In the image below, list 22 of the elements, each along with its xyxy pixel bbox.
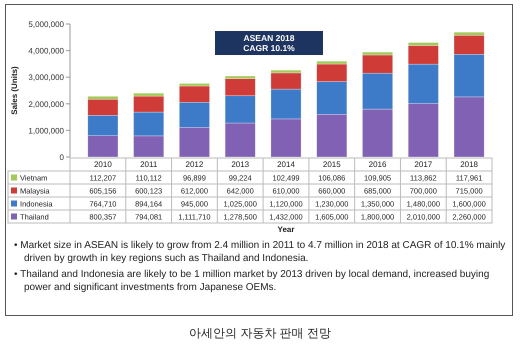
x-tick-label: 2017: [414, 160, 433, 169]
y-tick-label: 5,000,000: [28, 20, 65, 29]
text: • Market size in ASEAN is likely to grow from 2.4 million in 2011 to 4.7 million in 2018 at CAGR of 10.1% mainly driven by growth in key regions such as Thailand and Indonesia.: [14, 240, 506, 265]
x-tick-label: 2012: [186, 160, 204, 169]
y-tick-label: 1,000,000: [28, 126, 65, 136]
y-tick-label: 2,000,000: [28, 100, 65, 109]
annotation: ASEAN 2018 CAGR 10.1%: [243, 33, 296, 53]
y-tick-label: 3,000,000: [28, 73, 65, 82]
note-box: ASEAN 2018 CAGR 10.1%: [215, 31, 323, 55]
x-tick-label: 2015: [322, 160, 342, 169]
y-tick-label: 4,000,000: [28, 46, 65, 56]
x-tick-label: 2010: [94, 160, 112, 169]
y-tick-label: 0: [60, 153, 65, 162]
text: Year: [278, 225, 294, 234]
text: • Thailand and Indonesia are likely to be 1 million market by 2013 driven by local demand, increased buying power and significant investments from Japanese OEMs.: [14, 269, 490, 294]
x-tick-label: 2011: [140, 160, 158, 169]
x-tick-label: 2013: [231, 160, 250, 169]
y-axis-title: Sales (Units): [10, 66, 19, 115]
x-tick-label: 2016: [368, 160, 388, 169]
x-tick-label: 2018: [460, 160, 479, 169]
text: 아세안의 자동차 판매 전망: [188, 325, 332, 342]
x-tick-label: 2014: [277, 160, 296, 169]
